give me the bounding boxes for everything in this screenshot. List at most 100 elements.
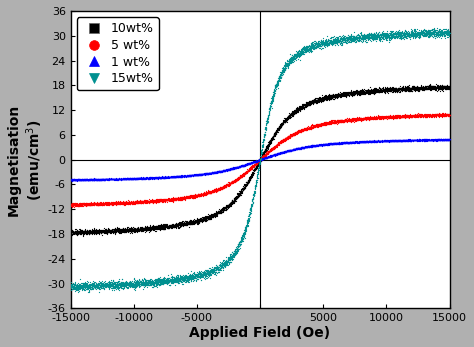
Point xyxy=(159,197,167,202)
Point xyxy=(160,225,167,231)
Point xyxy=(253,160,261,166)
Point xyxy=(137,199,144,204)
Point xyxy=(337,139,345,145)
Point xyxy=(418,27,425,33)
Point xyxy=(312,123,319,129)
Point xyxy=(312,45,319,50)
Point xyxy=(190,221,197,227)
Point xyxy=(202,191,210,197)
Point xyxy=(88,202,96,207)
Point xyxy=(118,228,126,234)
Point xyxy=(154,223,161,229)
Point xyxy=(290,146,297,152)
Point xyxy=(348,117,356,123)
Point xyxy=(280,118,288,124)
Point xyxy=(318,142,325,147)
Point xyxy=(71,230,79,236)
Point xyxy=(103,282,110,287)
Point xyxy=(162,279,169,285)
Point xyxy=(167,197,175,203)
Point xyxy=(333,141,340,146)
Point xyxy=(267,153,274,159)
Point xyxy=(327,40,335,45)
Point xyxy=(365,115,372,120)
Point xyxy=(106,177,114,182)
Point xyxy=(416,31,423,37)
Point xyxy=(432,137,440,143)
Point xyxy=(369,138,376,144)
Point xyxy=(252,161,260,166)
Point xyxy=(261,153,269,159)
Point xyxy=(164,276,172,282)
Point xyxy=(156,276,164,282)
Point xyxy=(325,121,332,126)
Point xyxy=(301,127,309,132)
Point xyxy=(83,283,91,289)
Point xyxy=(428,137,436,143)
Point xyxy=(146,199,153,205)
Point xyxy=(118,199,126,205)
Point xyxy=(71,201,79,206)
Point xyxy=(445,111,452,117)
Point xyxy=(237,242,245,247)
Point xyxy=(168,198,175,203)
Point xyxy=(327,94,335,100)
Point xyxy=(166,174,173,179)
Point xyxy=(250,159,258,165)
Point xyxy=(234,176,241,181)
Point xyxy=(130,201,138,206)
Point xyxy=(295,145,303,151)
Point xyxy=(261,133,268,139)
Point xyxy=(350,140,357,145)
Point xyxy=(355,37,362,42)
Point xyxy=(211,212,219,218)
Point xyxy=(405,33,412,39)
Point xyxy=(256,161,264,167)
Point xyxy=(323,94,331,100)
Point xyxy=(115,200,122,206)
Point xyxy=(156,175,164,180)
Point xyxy=(170,174,177,180)
Point xyxy=(311,98,319,103)
Point xyxy=(276,124,284,129)
Point xyxy=(264,110,272,116)
Point xyxy=(284,135,292,140)
Point xyxy=(146,175,153,180)
Point xyxy=(183,174,191,179)
Point xyxy=(172,223,179,229)
Point xyxy=(325,141,332,146)
Point xyxy=(357,33,365,38)
Point xyxy=(334,90,342,95)
Point xyxy=(341,140,349,145)
Point xyxy=(396,87,403,92)
Point xyxy=(121,176,128,181)
Point xyxy=(69,177,76,182)
Point xyxy=(91,229,99,235)
Point xyxy=(98,229,106,235)
Point xyxy=(356,34,364,39)
Point xyxy=(168,278,175,284)
Point xyxy=(352,116,360,121)
Point xyxy=(156,175,164,181)
Point xyxy=(299,48,306,54)
Point xyxy=(82,177,90,182)
Point xyxy=(208,188,216,194)
Point xyxy=(393,137,401,143)
Point xyxy=(176,196,183,201)
Point xyxy=(111,228,119,233)
Point xyxy=(172,197,180,202)
Point xyxy=(261,155,268,161)
Point xyxy=(191,172,199,178)
Point xyxy=(322,141,330,147)
Point xyxy=(278,150,285,156)
Point xyxy=(122,201,130,206)
Point xyxy=(180,220,187,226)
Point xyxy=(249,174,256,179)
Point xyxy=(287,110,294,116)
Point xyxy=(340,118,347,124)
Point xyxy=(350,139,357,145)
Point xyxy=(126,281,133,286)
Point xyxy=(179,194,186,200)
Point xyxy=(124,176,132,181)
Point xyxy=(304,125,312,131)
